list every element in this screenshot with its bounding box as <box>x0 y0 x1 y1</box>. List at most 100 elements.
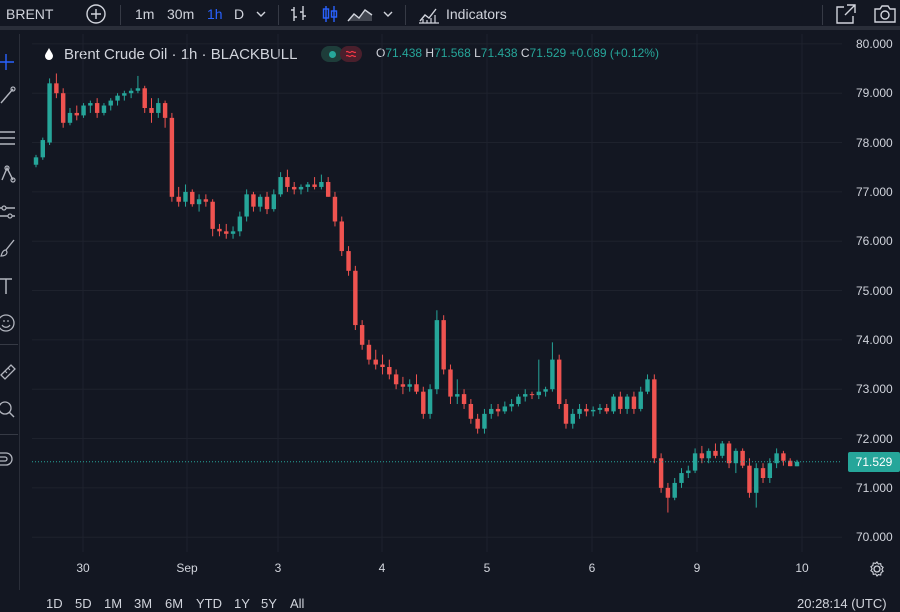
candle-body <box>597 407 603 410</box>
price-tick: 77.000 <box>856 184 893 199</box>
interval-1m[interactable]: 1m <box>135 6 155 22</box>
candle <box>81 103 86 118</box>
candle-body <box>652 379 657 459</box>
candle <box>699 445 705 464</box>
brush-tool[interactable] <box>0 236 18 260</box>
candle <box>176 186 181 207</box>
plus-circle-icon <box>86 4 106 24</box>
candle-body <box>760 468 766 478</box>
forecast-tool[interactable] <box>0 200 18 224</box>
range-3m[interactable]: 3M <box>134 596 153 611</box>
add-symbol-button[interactable] <box>85 0 107 28</box>
fib-tool[interactable] <box>0 126 18 150</box>
trendline-tool[interactable] <box>0 84 18 108</box>
candlestick-chart[interactable] <box>32 34 842 552</box>
time-axis[interactable]: 30 Sep 3 4 5 6 9 10 <box>32 552 842 582</box>
measure-tool[interactable] <box>0 359 18 383</box>
time-tick: 10 <box>795 561 809 575</box>
gear-icon <box>870 561 884 577</box>
candle-body <box>495 408 501 412</box>
candle-body <box>631 396 637 409</box>
indicators-button[interactable]: Indicators <box>418 0 507 28</box>
candle-body <box>291 186 297 190</box>
pattern-tool[interactable] <box>0 162 18 186</box>
chevron-down-icon <box>256 11 266 17</box>
magnet-tool[interactable] <box>0 449 18 473</box>
candle <box>686 465 691 478</box>
time-tick: Sep <box>176 561 198 575</box>
emoji-tool[interactable] <box>0 311 18 335</box>
candle-body <box>611 396 616 412</box>
candle-body <box>346 251 351 271</box>
symbol-title[interactable]: Brent Crude Oil · 1h · BLACKBULL <box>64 45 298 63</box>
candle <box>774 448 779 469</box>
candle-body <box>128 90 134 94</box>
candle-body <box>251 194 256 207</box>
candle-body <box>380 364 385 367</box>
data-badge[interactable] <box>340 46 362 62</box>
settings-button[interactable] <box>868 560 886 583</box>
range-ytd[interactable]: YTD <box>196 596 222 611</box>
candle <box>747 458 752 498</box>
candle-body <box>590 409 596 412</box>
range-all[interactable]: All <box>290 596 305 611</box>
range-1d[interactable]: 1D <box>46 596 63 611</box>
price-scale[interactable]: 80.000 79.000 78.000 77.000 76.000 75.00… <box>842 34 900 552</box>
candle-body <box>339 221 344 252</box>
candle <box>529 391 535 400</box>
bar-style-button[interactable] <box>290 0 308 28</box>
price-tick: 75.000 <box>856 283 893 298</box>
candle <box>448 364 453 404</box>
candle-body <box>733 450 739 464</box>
candle <box>244 189 249 222</box>
candle-body <box>244 194 249 217</box>
utc-clock[interactable]: 20:28:14 (UTC) <box>797 596 887 611</box>
candle-body <box>414 384 419 392</box>
chart-type-dropdown[interactable] <box>382 0 394 28</box>
candle <box>305 182 310 192</box>
candle <box>624 394 630 414</box>
candle <box>570 408 575 429</box>
snapshot-button[interactable] <box>873 0 897 28</box>
candle <box>754 463 759 508</box>
crosshair-tool[interactable] <box>0 50 18 74</box>
candle <box>516 394 521 407</box>
price-tick: 70.000 <box>856 530 893 545</box>
chart-legend: Brent Crude Oil · 1h · BLACKBULL <box>44 44 297 64</box>
range-5d[interactable]: 5D <box>75 596 92 611</box>
candle <box>672 478 677 501</box>
price-chart[interactable] <box>32 34 842 552</box>
candle-body <box>353 270 358 326</box>
candle-body <box>190 191 195 205</box>
candles-style-button[interactable] <box>321 0 339 28</box>
interval-d[interactable]: D <box>234 6 245 22</box>
candle <box>523 389 528 402</box>
range-1m[interactable]: 1M <box>104 596 123 611</box>
candle-body <box>455 394 460 397</box>
interval-1h[interactable]: 1h <box>207 6 223 22</box>
candle <box>54 73 59 99</box>
candle <box>264 191 270 215</box>
interval-dropdown[interactable] <box>255 0 267 28</box>
candle <box>502 401 508 414</box>
candle <box>461 389 467 409</box>
candle-body <box>706 450 711 459</box>
range-1y[interactable]: 1Y <box>234 596 250 611</box>
candle <box>563 399 569 429</box>
price-tick: 71.000 <box>856 480 893 495</box>
text-tool[interactable] <box>0 274 18 298</box>
symbol-search[interactable]: BRENT <box>6 6 54 22</box>
candle <box>652 374 657 464</box>
fullscreen-button[interactable] <box>835 0 857 28</box>
range-6m[interactable]: 6M <box>165 596 184 611</box>
interval-30m[interactable]: 30m <box>167 6 195 22</box>
candle-body <box>373 359 378 365</box>
candle <box>156 98 161 118</box>
zoom-tool[interactable] <box>0 398 18 422</box>
range-5y[interactable]: 5Y <box>261 596 277 611</box>
candle <box>665 482 671 513</box>
candle-body <box>645 379 650 392</box>
candle-body <box>489 408 494 414</box>
area-style-button[interactable] <box>347 0 373 28</box>
status-badge[interactable] <box>321 46 343 62</box>
